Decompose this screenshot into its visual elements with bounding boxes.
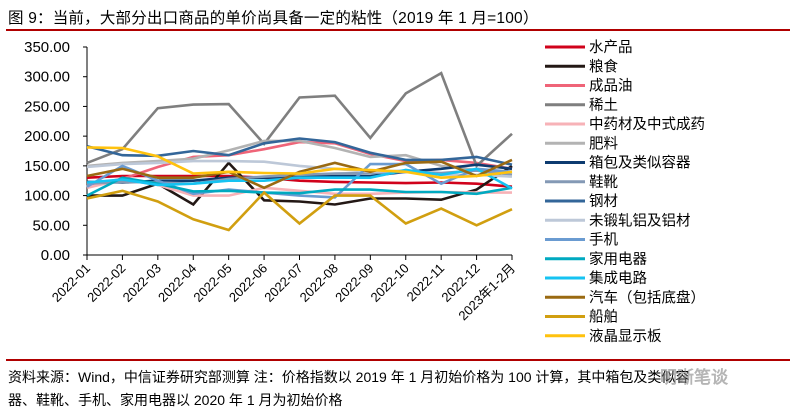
legend-item: 肥料 — [545, 135, 618, 152]
legend-item: 中药材及中式成药 — [545, 116, 705, 133]
x-tick-label: 2022-06 — [226, 261, 270, 305]
legend-label: 稀土 — [589, 97, 618, 114]
watermark: 明晰笔谈 — [660, 368, 728, 387]
legend-item: 钢材 — [545, 193, 618, 210]
legend-label: 汽车（包括底盘） — [589, 288, 705, 306]
footer-divider — [6, 359, 790, 361]
legend-item: 汽车（包括底盘） — [545, 288, 705, 306]
legend-item: 集成电路 — [545, 270, 647, 287]
legend-label: 中药材及中式成药 — [589, 116, 705, 133]
series-line-稀土 — [86, 71, 513, 169]
legend-label: 钢材 — [589, 193, 618, 210]
figure-title: 图 9：当前，大部分出口商品的单价尚具备一定的粘性（2019 年 1 月=100… — [8, 10, 539, 27]
legend-item: 家用电器 — [545, 251, 647, 268]
y-tick-label: 50.00 — [32, 217, 70, 234]
legend-label: 船舶 — [589, 309, 618, 326]
series-line-汽车（包括底盘） — [86, 158, 513, 190]
chart-legend: 水产品粮食成品油稀土中药材及中式成药肥料箱包及类似容器鞋靴钢材未锻轧铝及铝材手机… — [545, 39, 705, 345]
series-line-液晶显示板 — [86, 146, 513, 180]
x-tick-label: 2022-10 — [368, 261, 412, 305]
y-tick-label: 300.00 — [24, 69, 70, 86]
legend-label: 家用电器 — [589, 251, 647, 268]
legend-label: 手机 — [589, 232, 618, 249]
legend-label: 集成电路 — [589, 270, 647, 287]
legend-label: 粮食 — [589, 58, 618, 75]
line-chart: 0.00 50.00 100.00 150.00 200.00 250.00 300.00 3… — [24, 39, 705, 345]
source-note-line-2: 器、鞋靴、手机、家用电器以 2020 年 1 月为初始价格 — [8, 392, 343, 408]
legend-label: 箱包及类似容器 — [589, 155, 691, 172]
chart-series — [86, 71, 513, 232]
legend-label: 肥料 — [589, 135, 618, 152]
legend-label: 液晶显示板 — [589, 327, 662, 345]
series-line-肥料 — [86, 139, 513, 174]
x-tick-label: 2022-02 — [84, 261, 128, 305]
legend-item: 稀土 — [545, 97, 618, 114]
x-tick-label: 2022-01 — [49, 261, 93, 305]
x-tick-label: 2022-04 — [155, 261, 199, 305]
series-line-船舶 — [86, 189, 513, 232]
y-tick-label: 250.00 — [24, 98, 70, 115]
legend-item: 未锻轧铝及铝材 — [545, 212, 691, 229]
y-tick-label: 150.00 — [24, 158, 70, 175]
legend-item: 液晶显示板 — [545, 327, 662, 345]
legend-item: 船舶 — [545, 309, 618, 326]
source-note-line-1: 资料来源：Wind，中信证券研究部测算 注：价格指数以 2019 年 1 月初始… — [8, 369, 690, 385]
legend-item: 鞋靴 — [545, 174, 618, 191]
legend-label: 成品油 — [589, 78, 633, 95]
x-tick-label: 2022-05 — [190, 261, 234, 305]
legend-item: 粮食 — [545, 58, 618, 75]
y-tick-label: 350.00 — [24, 39, 70, 56]
legend-item: 水产品 — [545, 39, 633, 56]
legend-label: 鞋靴 — [589, 174, 618, 191]
y-tick-label: 100.00 — [24, 188, 70, 205]
x-tick-label: 2022-09 — [332, 261, 376, 305]
legend-item: 成品油 — [545, 78, 633, 95]
series-line-集成电路 — [86, 167, 513, 190]
legend-item: 箱包及类似容器 — [545, 155, 691, 172]
y-tick-label: 0.00 — [41, 247, 70, 264]
title-divider — [6, 29, 790, 31]
legend-label: 未锻轧铝及铝材 — [589, 212, 691, 229]
y-tick-label: 200.00 — [24, 128, 70, 145]
series-line-手机 — [86, 162, 513, 199]
legend-item: 手机 — [545, 232, 618, 249]
x-tick-label: 2022-03 — [120, 261, 164, 305]
x-tick-label: 2022-07 — [261, 261, 305, 305]
x-tick-label: 2022-08 — [297, 261, 341, 305]
legend-label: 水产品 — [589, 39, 633, 56]
